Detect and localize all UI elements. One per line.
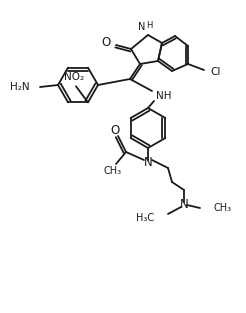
Text: H₃C: H₃C — [136, 213, 154, 223]
Text: O: O — [110, 125, 120, 137]
Text: H: H — [146, 22, 152, 30]
Text: NO₂: NO₂ — [64, 72, 84, 82]
Text: Cl: Cl — [210, 67, 220, 77]
Text: NH: NH — [156, 91, 171, 101]
Text: N: N — [144, 156, 152, 168]
Text: N: N — [138, 22, 146, 32]
Text: CH₃: CH₃ — [214, 203, 232, 213]
Text: CH₃: CH₃ — [104, 166, 122, 176]
Text: H₂N: H₂N — [10, 82, 30, 92]
Text: N: N — [180, 198, 188, 212]
Text: O: O — [102, 37, 111, 49]
